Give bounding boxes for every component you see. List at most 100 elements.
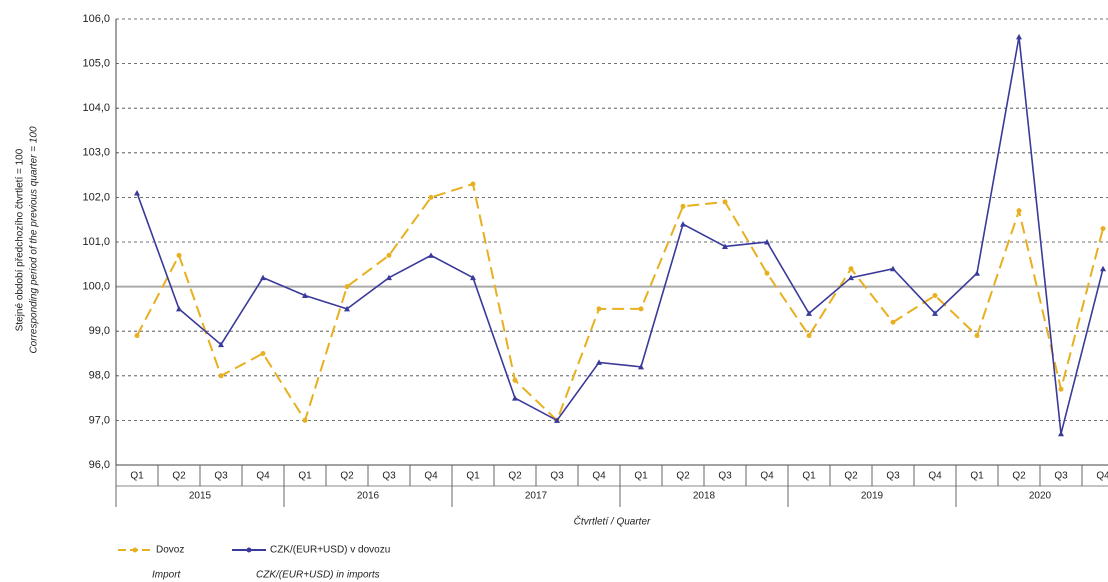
point	[806, 333, 812, 339]
point	[176, 305, 182, 312]
point	[596, 306, 602, 312]
legend-label: Dovoz	[156, 545, 184, 556]
point	[680, 221, 686, 227]
legend-marker	[132, 547, 138, 553]
point	[1058, 386, 1064, 392]
y-axis-title: Corresponding period of the previous qua…	[29, 126, 40, 354]
y-tick-label: 101,0	[82, 236, 110, 248]
point	[1100, 265, 1106, 272]
point	[176, 252, 182, 258]
y-tick-label: 99,0	[89, 325, 110, 337]
year-label: 2015	[189, 491, 212, 502]
point	[974, 270, 980, 276]
point	[722, 199, 728, 205]
point	[596, 359, 602, 365]
point	[302, 292, 308, 299]
point	[848, 266, 854, 272]
x-tick-label: Q4	[592, 471, 606, 482]
x-tick-label: Q1	[130, 471, 144, 482]
x-tick-label: Q2	[844, 471, 858, 482]
x-tick-label: Q4	[1096, 471, 1108, 482]
legend-label-en: Import	[152, 570, 182, 581]
point	[344, 284, 350, 290]
year-label: 2016	[357, 491, 380, 502]
point	[428, 252, 434, 258]
x-tick-label: Q2	[1012, 471, 1026, 482]
point	[554, 417, 560, 423]
x-tick-label: Q3	[886, 471, 900, 482]
year-label: 2020	[1029, 491, 1052, 502]
point	[1100, 226, 1106, 232]
x-tick-label: Q4	[928, 471, 942, 482]
point	[806, 310, 812, 316]
point	[386, 252, 392, 258]
y-tick-label: 104,0	[82, 102, 110, 114]
point	[470, 274, 476, 281]
point	[932, 293, 938, 299]
x-tick-label: Q3	[550, 471, 564, 482]
y-tick-label: 102,0	[82, 191, 110, 203]
y-tick-label: 106,0	[82, 13, 110, 25]
y-tick-label: 103,0	[82, 147, 110, 159]
x-tick-label: Q1	[970, 471, 984, 482]
x-tick-label: Q4	[424, 471, 438, 482]
x-tick-label: Q3	[382, 471, 396, 482]
year-label: 2017	[525, 491, 548, 502]
point	[512, 395, 518, 401]
year-label: 2019	[861, 491, 884, 502]
point	[512, 377, 518, 383]
point	[890, 319, 896, 325]
x-tick-label: Q3	[1054, 471, 1068, 482]
x-tick-label: Q2	[676, 471, 690, 482]
x-tick-label: Q1	[298, 471, 312, 482]
x-tick-label: Q4	[256, 471, 270, 482]
point	[1016, 33, 1022, 40]
point	[470, 181, 476, 187]
x-tick-label: Q1	[634, 471, 648, 482]
y-tick-label: 96,0	[89, 459, 110, 471]
point	[764, 239, 770, 245]
legend-label-en: CZK/(EUR+USD) in imports	[256, 570, 380, 581]
point	[344, 305, 350, 312]
y-tick-label: 100,0	[82, 281, 110, 293]
point	[1058, 430, 1064, 437]
x-tick-label: Q4	[760, 471, 774, 482]
point	[218, 341, 224, 348]
y-tick-label: 97,0	[89, 414, 110, 426]
point	[932, 310, 938, 316]
point	[428, 194, 434, 200]
point	[722, 243, 728, 249]
y-tick-label: 105,0	[82, 58, 110, 70]
x-axis-title: Čtvrtletí / Quarter	[574, 515, 651, 528]
y-axis-title: Stejné období předchozího čtvrtletí = 10…	[15, 148, 26, 331]
point	[134, 189, 140, 196]
year-label: 2018	[693, 491, 716, 502]
point	[134, 333, 140, 339]
x-tick-label: Q1	[802, 471, 816, 482]
x-tick-label: Q2	[340, 471, 354, 482]
point	[302, 417, 308, 423]
legend-label: CZK/(EUR+USD) v dovozu	[270, 545, 390, 556]
point	[638, 363, 644, 370]
point	[386, 274, 392, 281]
y-tick-label: 98,0	[89, 370, 110, 382]
point	[974, 333, 980, 339]
point	[764, 270, 770, 276]
series-line	[136, 36, 1104, 434]
x-tick-label: Q2	[172, 471, 186, 482]
x-tick-label: Q3	[718, 471, 732, 482]
x-tick-label: Q1	[466, 471, 480, 482]
point	[680, 203, 686, 209]
point	[260, 351, 266, 356]
point	[218, 373, 224, 379]
point	[260, 274, 266, 281]
legend-marker	[246, 547, 252, 553]
x-tick-label: Q2	[508, 471, 522, 482]
point	[1016, 208, 1022, 214]
series-line	[136, 182, 1104, 423]
x-tick-label: Q3	[214, 471, 228, 482]
point	[848, 274, 854, 281]
point	[638, 306, 644, 312]
point	[890, 265, 896, 272]
